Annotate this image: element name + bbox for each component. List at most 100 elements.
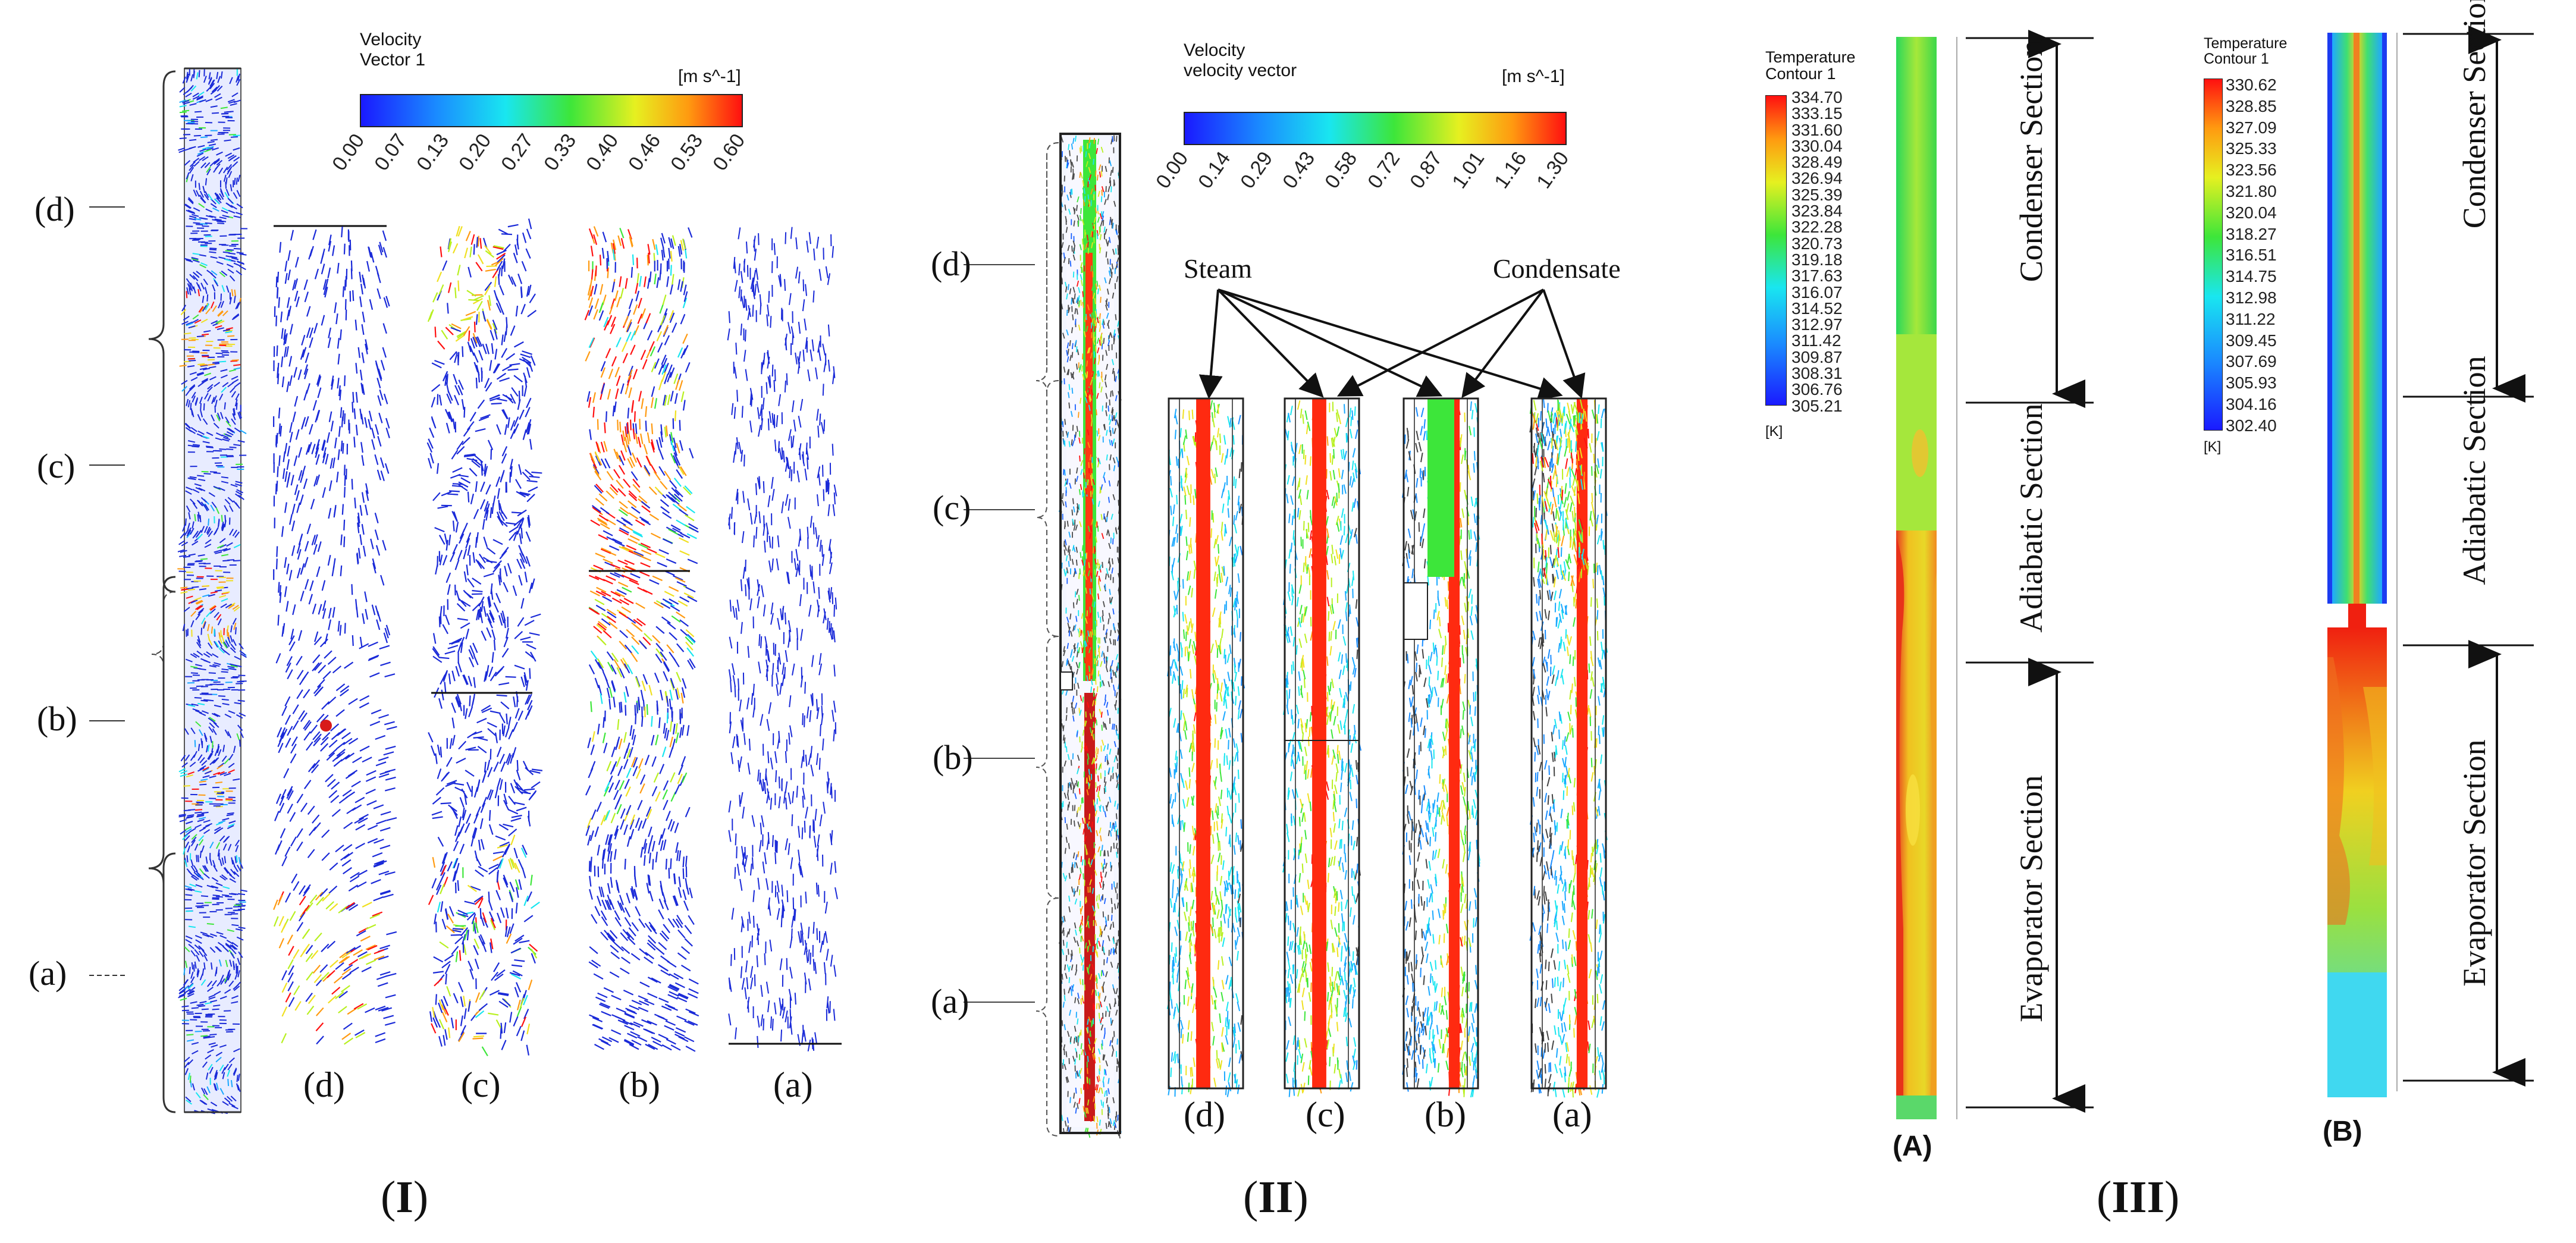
panel-1-subplot-c (426, 218, 543, 1056)
panel-3-a-adiabatic-label: Adiabatic Section (2013, 403, 2049, 633)
colorbar-tick-label: 0.43 (1278, 147, 1320, 193)
panel-1-bracket-a: (a) (29, 954, 67, 993)
colorbar-tick-label: 0.40 (581, 130, 623, 175)
legend-value: 333.15 (1791, 104, 1843, 123)
panel-3-legend-b-title: Temperature Contour 1 (2204, 36, 2287, 67)
legend-value: 305.93 (2226, 373, 2277, 393)
legend-value: 325.39 (1791, 185, 1843, 204)
colorbar-tick-label: 0.58 (1320, 147, 1362, 193)
legend-value: 319.18 (1791, 250, 1843, 269)
panel-3-legend-a-unit: [K] (1765, 423, 1783, 440)
colorbar-tick-label: 0.14 (1194, 147, 1235, 193)
colorbar-tick-label: 0.00 (328, 130, 369, 175)
panel-1-label: (I) (381, 1172, 429, 1222)
legend-value: 316.07 (1791, 282, 1843, 302)
panel-2-main-tube (1058, 133, 1122, 1139)
legend-value: 311.42 (1791, 331, 1841, 350)
panel-2-bracket-d: (d) (931, 244, 971, 283)
legend-value: 314.52 (1791, 299, 1843, 318)
panel-1-bracket-b: (b) (37, 699, 77, 738)
panel-3-b-adiabatic-label: Adiabatic Section (2456, 356, 2492, 585)
panel-2-leader-lines (964, 264, 1035, 1003)
panel-1-bracket-d: (d) (34, 190, 75, 228)
panel-1-sublabel-d: (d) (303, 1065, 345, 1104)
colorbar-tick-label: 0.29 (1236, 147, 1278, 193)
panel-3-legend-b-unit: [K] (2204, 439, 2222, 455)
legend-value: 320.73 (1791, 234, 1843, 253)
panel-1-subplot-b (584, 226, 699, 1052)
panel-2-steam-label: Steam (1184, 253, 1252, 284)
legend-title-line2: Vector 1 (360, 50, 426, 70)
panel-2-sublabel-d: (d) (1184, 1095, 1225, 1134)
panel-1-subplot-d (273, 225, 397, 1045)
colorbar-tick-label: 1.01 (1447, 147, 1489, 193)
legend-value: 305.21 (1791, 396, 1843, 415)
legend-value: 311.22 (2226, 309, 2276, 328)
legend-title-line2: velocity vector (1184, 61, 1297, 80)
panel-1-bracket-c: (c) (37, 447, 76, 485)
legend-value: 323.84 (1791, 202, 1843, 221)
legend-a-title-line2: Contour 1 (1765, 65, 1836, 83)
panel-3-legend-a-colorbar (1765, 95, 1787, 406)
panel-1-braces (148, 70, 176, 1113)
colorbar-tick-label: 1.30 (1532, 147, 1574, 193)
colorbar-tick-label: 0.07 (370, 130, 412, 175)
panel-1-sublabel-a: (a) (773, 1065, 813, 1104)
colorbar-tick-label: 0.87 (1405, 147, 1447, 193)
panel-2-colorbar (1184, 112, 1567, 145)
panel-3-a-condenser-label: Condenser Section (2013, 40, 2049, 282)
legend-value: 306.76 (1791, 380, 1843, 399)
legend-value: 327.09 (2226, 118, 2277, 137)
panel-1-sublabel-c: (c) (461, 1065, 501, 1104)
legend-value: 302.40 (2226, 416, 2277, 435)
legend-value: 314.75 (2226, 267, 2277, 286)
panel-1-leader-lines (89, 206, 125, 976)
legend-value: 330.62 (2226, 76, 2277, 94)
legend-value: 320.04 (2226, 203, 2277, 222)
panel-3-legend-a-title: Temperature Contour 1 (1765, 49, 1856, 83)
legend-value: 312.97 (1791, 315, 1843, 334)
panel-3-label-b: (B) (2323, 1116, 2362, 1147)
legend-value: 321.80 (2226, 181, 2277, 200)
panel-2-condensate-label: Condensate (1493, 253, 1621, 284)
colorbar-tick-label: 0.20 (454, 130, 496, 175)
colorbar-tick-label: 0.13 (412, 130, 454, 175)
panel-3-a-evaporator-label: Evaporator Section (2013, 775, 2049, 1022)
legend-value: 328.85 (2226, 96, 2277, 115)
panel-2-subplot-a (1529, 397, 1608, 1098)
legend-b-title-line1: Temperature (2204, 35, 2288, 52)
panel-1-colorbar (360, 94, 743, 127)
panel-2-annotation-arrows (1198, 288, 1586, 400)
legend-value: 325.33 (2226, 139, 2277, 158)
legend-title-line1: Velocity (1184, 40, 1245, 60)
panel-2-bracket-c: (c) (933, 488, 971, 527)
legend-value: 334.70 (1791, 88, 1843, 106)
panel-2-subplot-b (1401, 397, 1481, 1098)
legend-value: 309.87 (1791, 347, 1843, 366)
legend-value: 330.04 (1791, 136, 1843, 155)
legend-title-line1: Velocity (360, 30, 422, 49)
panel-2-sublabel-b: (b) (1425, 1095, 1466, 1134)
panel-3-tube-b (2327, 33, 2387, 1097)
colorbar-tick-label: 0.27 (497, 130, 538, 175)
legend-value: 323.56 (2226, 161, 2277, 180)
panel-1-legend-title: Velocity Vector 1 (360, 30, 425, 70)
colorbar-tick-label: 0.00 (1151, 147, 1193, 193)
panel-2-label: (II) (1243, 1172, 1309, 1222)
panel-3-sections-a (1956, 30, 2094, 1119)
panel-2-braces (1036, 142, 1059, 1137)
panel-2-sublabel-c: (c) (1306, 1095, 1345, 1134)
panel-1-main-tube (177, 67, 248, 1115)
legend-a-title-line1: Temperature (1765, 48, 1856, 66)
legend-value: 322.28 (1791, 218, 1843, 237)
panel-2-bracket-a: (a) (931, 982, 969, 1021)
colorbar-tick-label: 0.53 (666, 130, 708, 175)
colorbar-tick-label: 1.16 (1490, 147, 1532, 193)
legend-value: 318.27 (2226, 224, 2277, 243)
panel-3-b-condenser-label: Condenser Section (2456, 0, 2492, 229)
panel-3-sections-b (2396, 26, 2534, 1091)
legend-value: 309.45 (2226, 331, 2277, 350)
panel-2-legend-title: Velocity velocity vector (1184, 40, 1297, 81)
panel-3-legend-b-values: 330.62 328.85 327.09 325.33 323.56 321.80 320.… (2226, 74, 2277, 437)
panel-3-label-a: (A) (1893, 1131, 1932, 1162)
